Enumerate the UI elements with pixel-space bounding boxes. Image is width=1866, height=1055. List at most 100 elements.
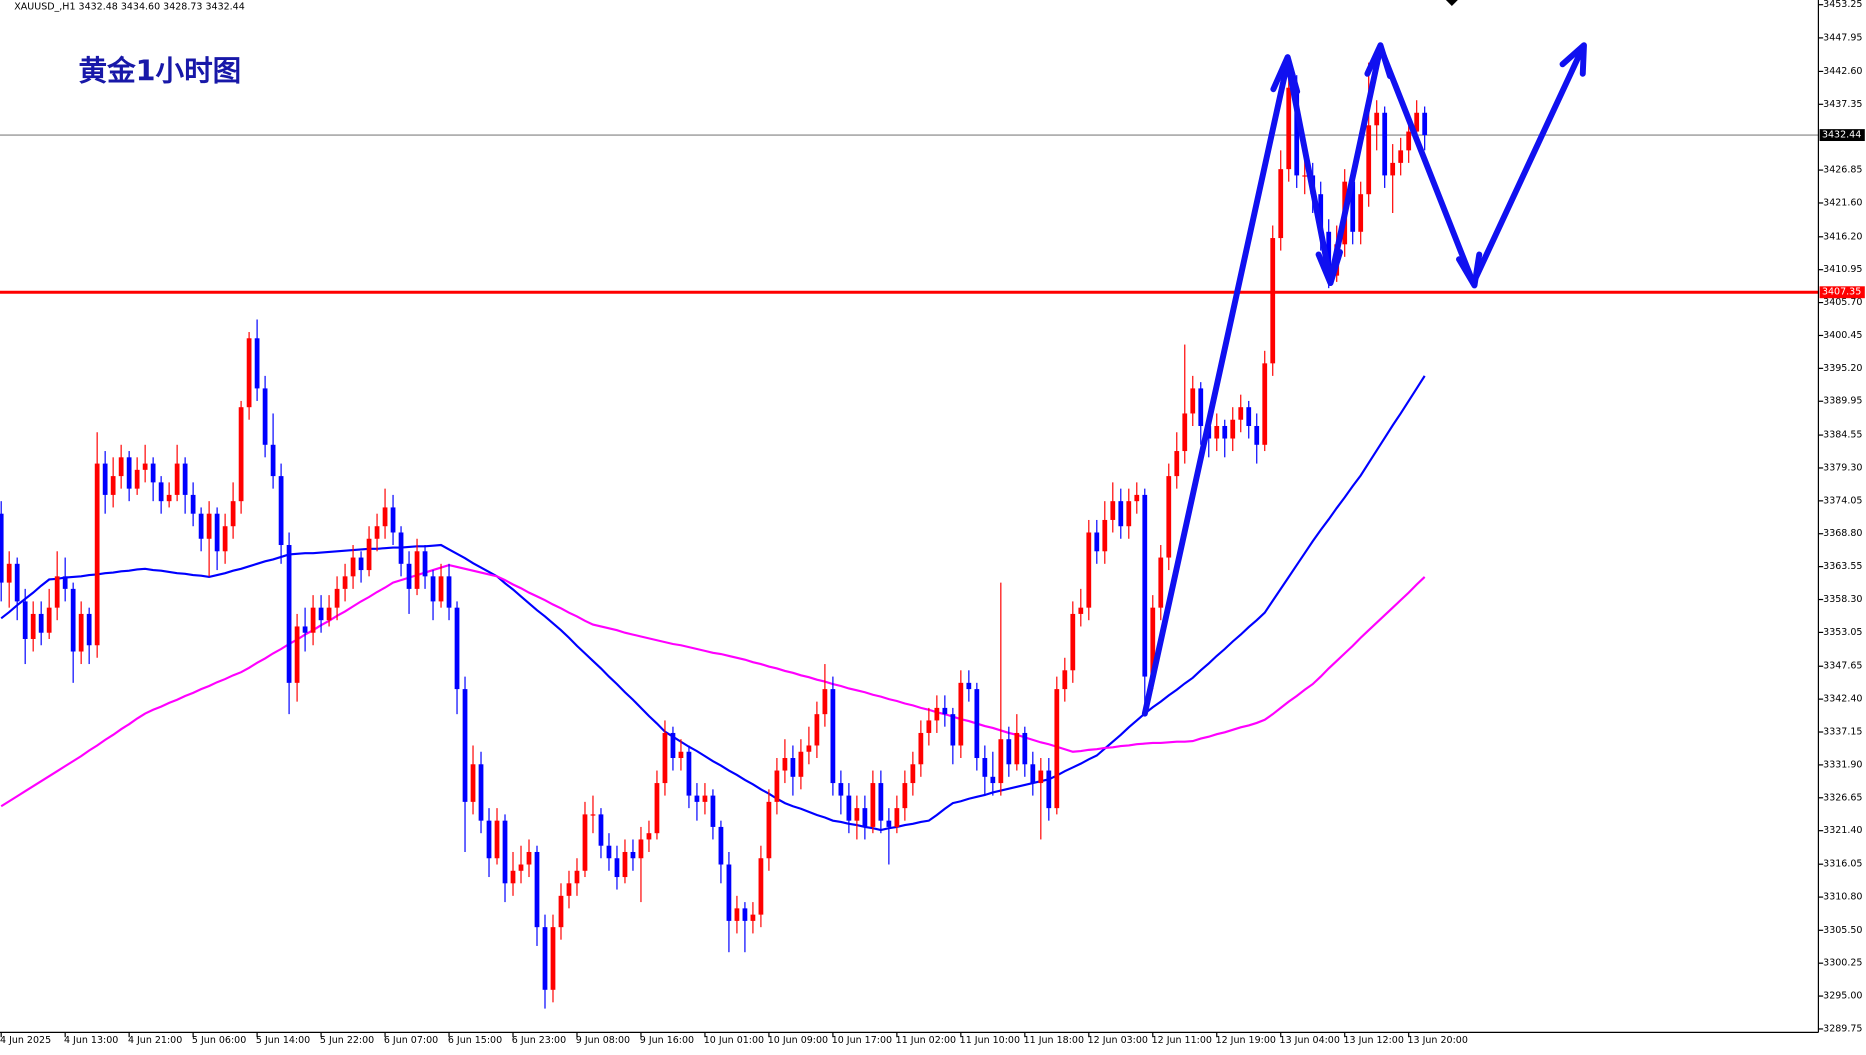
candle-body <box>1414 112 1420 132</box>
candle-body <box>222 526 228 552</box>
candle-body <box>214 513 220 552</box>
y-tick-label: 3363.55 <box>1823 561 1862 572</box>
y-tick-label: 3347.65 <box>1823 661 1862 672</box>
y-tick-label: 3321.40 <box>1823 825 1862 836</box>
candle-body <box>830 689 836 784</box>
candle-body <box>982 758 988 777</box>
candle-body <box>294 626 300 683</box>
candle-body <box>1126 501 1132 527</box>
candle-body <box>1174 451 1180 477</box>
candle-body <box>1030 764 1036 784</box>
candle-body <box>758 858 764 915</box>
candle-body <box>918 732 924 765</box>
candle-body <box>1318 194 1324 232</box>
candle-body <box>374 526 380 539</box>
candle-body <box>838 783 844 796</box>
candle-body <box>1150 607 1156 677</box>
candle-body <box>38 613 44 633</box>
y-tick-label: 3426.85 <box>1823 165 1862 176</box>
candle-body <box>558 895 564 928</box>
candle-body <box>1142 494 1148 677</box>
candle-body <box>678 751 684 759</box>
candle-body <box>998 739 1004 784</box>
candle-body <box>1078 607 1084 614</box>
candle-body <box>1198 388 1204 426</box>
candle-body <box>454 607 460 690</box>
arrow-line <box>1284 58 1334 284</box>
x-tick-label: 10 Jun 09:00 <box>768 1035 828 1046</box>
candle-body <box>182 463 188 495</box>
candle-body <box>886 820 892 827</box>
candle-body <box>142 463 148 470</box>
candle-body <box>854 808 860 821</box>
candle-body <box>342 576 348 589</box>
candle-body <box>486 820 492 859</box>
x-tick-label: 6 Jun 15:00 <box>448 1035 502 1046</box>
candle-body <box>590 814 596 816</box>
candle-body <box>126 457 132 489</box>
y-tick-label: 3368.80 <box>1823 528 1862 539</box>
candle-body <box>494 820 500 859</box>
y-tick-label: 3316.05 <box>1823 859 1862 870</box>
candle-body <box>542 927 548 990</box>
candle-body <box>1054 689 1060 809</box>
x-tick-label: 4 Jun 13:00 <box>64 1035 118 1046</box>
drawn-arrows <box>1141 42 1587 717</box>
arrow-head <box>1559 42 1587 77</box>
candle-body <box>318 607 324 621</box>
candle-body <box>966 682 972 690</box>
candle-body <box>662 732 668 784</box>
y-tick-label: 3326.65 <box>1823 792 1862 803</box>
candle-body <box>30 613 36 639</box>
candle-body <box>1022 732 1028 765</box>
candle-body <box>14 563 20 602</box>
candle-body <box>1014 732 1020 765</box>
moving-average <box>0 375 1426 832</box>
candle-body <box>270 444 276 477</box>
candle-body <box>1214 425 1220 439</box>
candle-body <box>638 839 644 859</box>
y-tick-label: 3421.60 <box>1823 197 1862 208</box>
y-tick-label: 3331.90 <box>1823 759 1862 770</box>
candle-body <box>622 851 628 878</box>
candle-body <box>1158 557 1164 608</box>
candle-body <box>518 864 524 871</box>
candle-body <box>646 833 652 840</box>
y-tick-label: 3384.55 <box>1823 430 1862 441</box>
x-tick-label: 10 Jun 01:00 <box>704 1035 764 1046</box>
candle-body <box>1102 519 1108 552</box>
candle-body <box>390 507 396 533</box>
candle-body <box>1350 181 1356 232</box>
y-tick-label: 3410.95 <box>1823 264 1862 275</box>
candle-body <box>694 795 700 802</box>
candle-body <box>366 538 372 571</box>
chart-title: XAUUSD_,H1 3432.48 3434.60 3428.73 3432.… <box>14 2 245 13</box>
y-tick-label: 3379.30 <box>1823 462 1862 473</box>
x-tick-label: 6 Jun 07:00 <box>384 1035 438 1046</box>
candle-body <box>502 820 508 884</box>
candle-body <box>550 927 556 990</box>
candle-body <box>702 795 708 802</box>
candle-body <box>814 714 820 746</box>
candle-body <box>78 613 84 652</box>
candle-body <box>382 507 388 527</box>
candle-body <box>414 551 420 589</box>
candle-body <box>150 463 156 483</box>
candle-body <box>926 720 932 733</box>
candle-body <box>942 707 948 715</box>
x-tick-label: 11 Jun 02:00 <box>896 1035 956 1046</box>
candle-body <box>470 764 476 802</box>
candle-body <box>206 513 212 539</box>
candle-body <box>1398 150 1404 163</box>
candle-body <box>574 870 580 884</box>
candle-body <box>766 801 772 859</box>
candle-body <box>742 908 748 921</box>
candle-body <box>1134 494 1140 502</box>
y-tick-label: 3300.25 <box>1823 958 1862 969</box>
candle-body <box>734 908 740 921</box>
candle-body <box>438 576 444 602</box>
candle-body <box>630 851 636 859</box>
candle-body <box>358 557 364 571</box>
candle-body <box>1086 532 1092 608</box>
